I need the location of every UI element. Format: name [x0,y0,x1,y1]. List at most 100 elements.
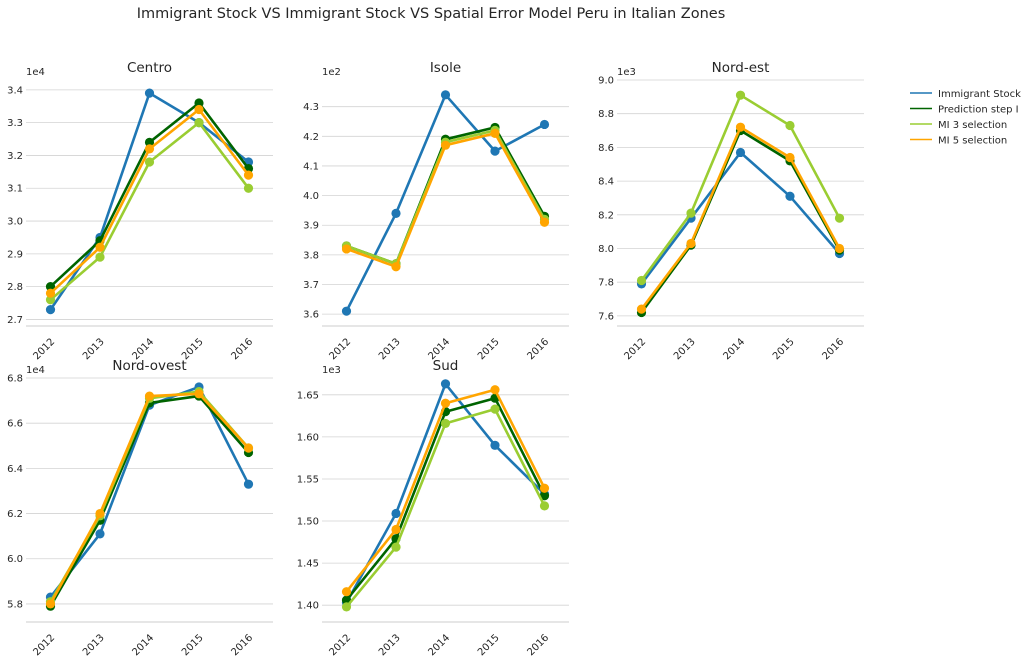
data-point [45,599,56,609]
data-point [391,524,401,535]
y-tick-label: 3.7 [303,280,319,291]
series-line [49,101,250,288]
legend-label: Immigrant Stock [938,89,1021,100]
subplot-title: Nord-ovest [112,358,186,374]
x-tick-label: 2014 [130,632,156,658]
x-tick-label: 2015 [476,632,502,658]
data-point [194,118,204,128]
x-tick-label: 2016 [525,336,551,362]
data-point [785,191,795,201]
legend: Immigrant Stock Prediction step I MI 3 sel… [910,89,1021,146]
legend-item: Prediction step I [910,104,1019,115]
x-tick-label: 2013 [81,632,107,658]
data-point [636,275,647,286]
x-tick-label: 2012 [31,336,57,362]
x-tick-label: 2012 [327,336,353,362]
data-point [440,90,451,100]
data-point [490,128,500,138]
data-point [686,208,696,218]
data-point [45,295,56,305]
x-tick-label: 2014 [426,632,452,658]
data-point [45,282,56,292]
series-line [346,129,546,266]
legend-label: MI 3 selection [938,120,1007,131]
data-point [341,244,352,254]
data-point [440,140,451,150]
data-point [391,508,401,519]
y-tick-label: 6.8 [7,374,23,385]
y-tick-label: 3.9 [303,221,319,232]
data-point [785,152,795,163]
data-point [834,213,845,223]
data-point [341,602,352,612]
legend-label: MI 5 selection [938,135,1007,146]
data-point [391,262,401,272]
y-tick-label: 5.8 [7,599,23,610]
y-tick-label: 1.50 [297,517,319,528]
y-offset-label: 1e3 [322,365,341,376]
y-tick-label: 1.40 [297,601,319,612]
subplot-isole: 3.6 3.7 3.8 3.9 4.0 4.1 4.2 4.3 1e2 Isole 2012 2013… [303,60,569,362]
data-point [539,501,550,511]
series-mi-5-selection [636,122,845,314]
data-point [391,542,401,552]
data-point [490,385,500,395]
x-tick-label: 2016 [229,632,255,658]
x-tick-label: 2016 [525,632,551,658]
data-point [243,479,254,489]
y-tick-label: 8.6 [598,143,614,154]
subplot-title: Sud [433,358,459,374]
series-mi-3-selection [45,118,254,305]
series-line [345,93,546,312]
data-point [95,508,105,519]
series-mi-3-selection [341,404,550,612]
data-point [440,398,451,408]
y-tick-label: 1.55 [297,474,319,485]
data-point [243,170,254,180]
data-point [539,491,550,501]
y-tick-label: 8.2 [598,210,614,221]
legend-item: MI 5 selection [910,135,1007,146]
x-tick-label: 2012 [327,632,353,658]
y-tick-label: 8.8 [598,109,614,120]
y-tick-label: 3.6 [303,310,319,321]
subplot-title: Nord-est [712,60,770,76]
x-tick-label: 2015 [180,632,206,658]
data-point [45,288,56,298]
data-point [440,379,451,389]
y-tick-label: 6.2 [7,509,23,520]
y-tick-label: 2.7 [7,315,23,326]
y-tick-label: 8.4 [598,177,614,188]
data-point [144,144,155,154]
y-tick-label: 6.6 [7,419,23,430]
data-point [95,529,105,539]
y-tick-label: 4.0 [303,191,319,202]
x-tick-label: 2013 [672,336,698,362]
x-tick-label: 2015 [771,336,797,362]
data-point [490,440,500,450]
data-point [490,404,500,414]
y-tick-label: 7.6 [598,311,614,322]
series-line [640,129,841,314]
data-point [490,146,500,156]
y-offset-label: 1e2 [322,67,341,78]
data-point [539,217,550,227]
series-line [49,108,250,295]
data-point [341,587,352,597]
data-point [391,208,401,218]
series-mi-5-selection [341,128,550,272]
y-tick-label: 3.2 [7,151,23,162]
data-point [194,104,204,115]
y-tick-label: 4.1 [303,161,319,172]
x-tick-label: 2016 [229,336,255,362]
data-point [45,305,56,315]
y-tick-label: 1.60 [297,432,319,443]
data-point [144,157,155,167]
y-tick-label: 8.0 [598,244,614,255]
series-mi-5-selection [45,389,254,609]
series-prediction-step-i [45,98,254,292]
y-tick-label: 7.8 [598,278,614,289]
data-point [243,183,254,193]
data-point [735,122,746,132]
